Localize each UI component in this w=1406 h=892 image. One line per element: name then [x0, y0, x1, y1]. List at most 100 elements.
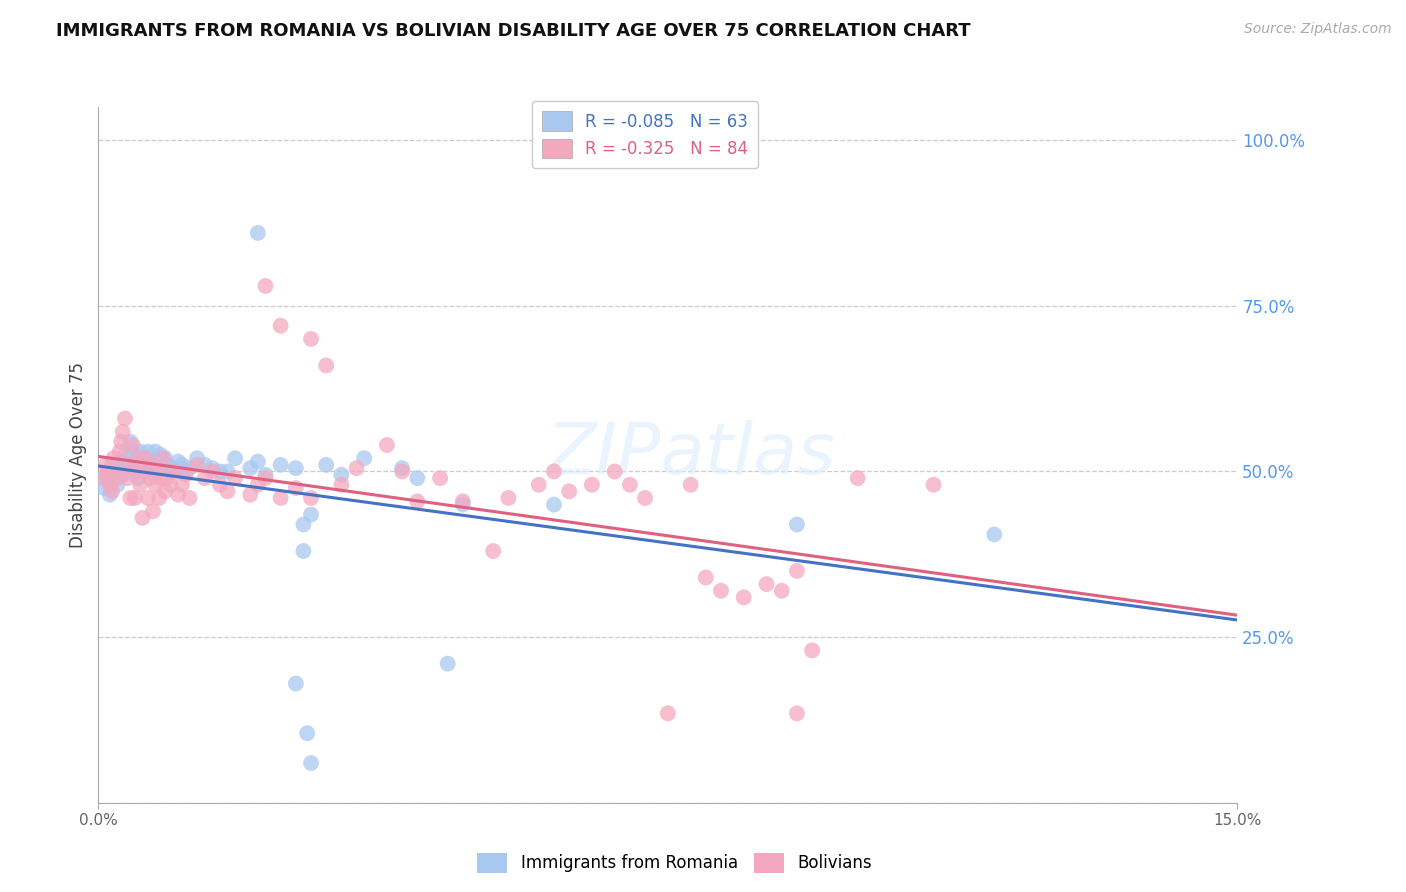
Point [127, 451, 149, 466]
Point [429, 471, 451, 485]
Point [139, 471, 162, 485]
Point [186, 451, 208, 466]
Point [108, 444, 131, 458]
Point [129, 477, 152, 491]
Point [148, 458, 170, 472]
Point [581, 477, 603, 491]
Point [246, 226, 269, 240]
Point [134, 451, 156, 466]
Point [755, 577, 778, 591]
Point [125, 465, 148, 479]
Point [139, 458, 162, 472]
Point [107, 471, 129, 485]
Point [558, 484, 581, 499]
Point [315, 458, 337, 472]
Point [801, 643, 824, 657]
Point [194, 458, 217, 472]
Point [353, 451, 375, 466]
Legend: R = -0.085   N = 63, R = -0.325   N = 84: R = -0.085 N = 63, R = -0.325 N = 84 [531, 102, 758, 169]
Point [131, 451, 153, 466]
Point [152, 451, 174, 466]
Point [498, 491, 520, 505]
Point [114, 411, 136, 425]
Point [94, 458, 117, 472]
Point [482, 544, 505, 558]
Point [543, 498, 565, 512]
Text: IMMIGRANTS FROM ROMANIA VS BOLIVIAN DISABILITY AGE OVER 75 CORRELATION CHART: IMMIGRANTS FROM ROMANIA VS BOLIVIAN DISA… [56, 22, 972, 40]
Point [101, 484, 124, 499]
Point [208, 465, 231, 479]
Point [786, 564, 808, 578]
Point [922, 477, 945, 491]
Point [201, 465, 224, 479]
Point [174, 465, 197, 479]
Point [299, 332, 322, 346]
Point [132, 458, 155, 472]
Point [297, 726, 319, 740]
Point [391, 461, 413, 475]
Point [93, 471, 115, 485]
Point [330, 467, 353, 482]
Point [131, 511, 153, 525]
Point [346, 461, 368, 475]
Point [149, 471, 172, 485]
Point [145, 477, 167, 491]
Point [120, 434, 142, 449]
Point [170, 477, 193, 491]
Y-axis label: Disability Age Over 75: Disability Age Over 75 [69, 362, 87, 548]
Text: ZIPatlas: ZIPatlas [546, 420, 835, 490]
Point [107, 477, 129, 491]
Point [543, 465, 565, 479]
Point [695, 570, 717, 584]
Point [96, 465, 118, 479]
Point [254, 279, 277, 293]
Point [406, 494, 429, 508]
Point [217, 484, 239, 499]
Point [155, 484, 177, 499]
Point [292, 517, 315, 532]
Point [104, 471, 127, 485]
Point [284, 461, 307, 475]
Point [406, 471, 429, 485]
Point [299, 508, 322, 522]
Point [121, 438, 143, 452]
Point [103, 465, 125, 479]
Point [111, 425, 134, 439]
Point [93, 481, 115, 495]
Point [527, 477, 550, 491]
Point [155, 451, 177, 466]
Point [146, 465, 169, 479]
Point [710, 583, 733, 598]
Point [163, 465, 186, 479]
Point [124, 454, 146, 468]
Point [246, 454, 269, 468]
Point [167, 454, 190, 468]
Point [436, 657, 458, 671]
Point [246, 477, 269, 491]
Point [603, 465, 626, 479]
Point [284, 676, 307, 690]
Point [118, 458, 141, 472]
Point [132, 465, 155, 479]
Point [142, 467, 165, 482]
Point [194, 471, 217, 485]
Point [110, 454, 132, 468]
Point [391, 465, 413, 479]
Legend: Immigrants from Romania, Bolivians: Immigrants from Romania, Bolivians [471, 847, 879, 880]
Point [129, 444, 152, 458]
Point [451, 494, 474, 508]
Point [315, 359, 337, 373]
Point [186, 458, 208, 472]
Point [330, 477, 353, 491]
Point [208, 477, 231, 491]
Point [292, 544, 315, 558]
Point [141, 458, 163, 472]
Point [634, 491, 657, 505]
Point [145, 444, 167, 458]
Point [786, 517, 808, 532]
Point [96, 475, 118, 489]
Point [134, 465, 156, 479]
Point [141, 461, 163, 475]
Point [118, 465, 141, 479]
Point [148, 491, 170, 505]
